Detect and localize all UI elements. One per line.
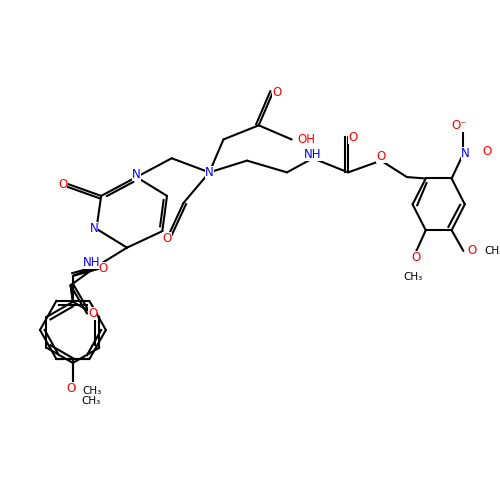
Text: O: O bbox=[348, 130, 358, 143]
Text: CH₃: CH₃ bbox=[81, 396, 100, 406]
Text: O⁻: O⁻ bbox=[451, 119, 466, 132]
Text: O: O bbox=[162, 232, 172, 244]
Text: O: O bbox=[58, 178, 67, 190]
Text: CH₃: CH₃ bbox=[484, 246, 500, 256]
Text: O: O bbox=[467, 244, 476, 258]
Text: N: N bbox=[90, 222, 98, 235]
Text: O: O bbox=[412, 252, 421, 264]
Text: O: O bbox=[88, 307, 98, 320]
Text: O: O bbox=[66, 382, 75, 396]
Text: CH₃: CH₃ bbox=[82, 386, 102, 396]
Text: O: O bbox=[99, 262, 108, 276]
Text: NH: NH bbox=[83, 256, 100, 269]
Text: O: O bbox=[376, 150, 386, 164]
Text: O: O bbox=[272, 86, 281, 99]
Text: OH: OH bbox=[298, 133, 316, 146]
Text: NH: NH bbox=[304, 148, 322, 161]
Text: O: O bbox=[482, 144, 492, 158]
Text: N: N bbox=[462, 147, 470, 160]
Text: O: O bbox=[66, 382, 75, 396]
Text: N: N bbox=[132, 168, 141, 181]
Text: N: N bbox=[205, 166, 214, 179]
Text: CH₃: CH₃ bbox=[403, 272, 422, 282]
